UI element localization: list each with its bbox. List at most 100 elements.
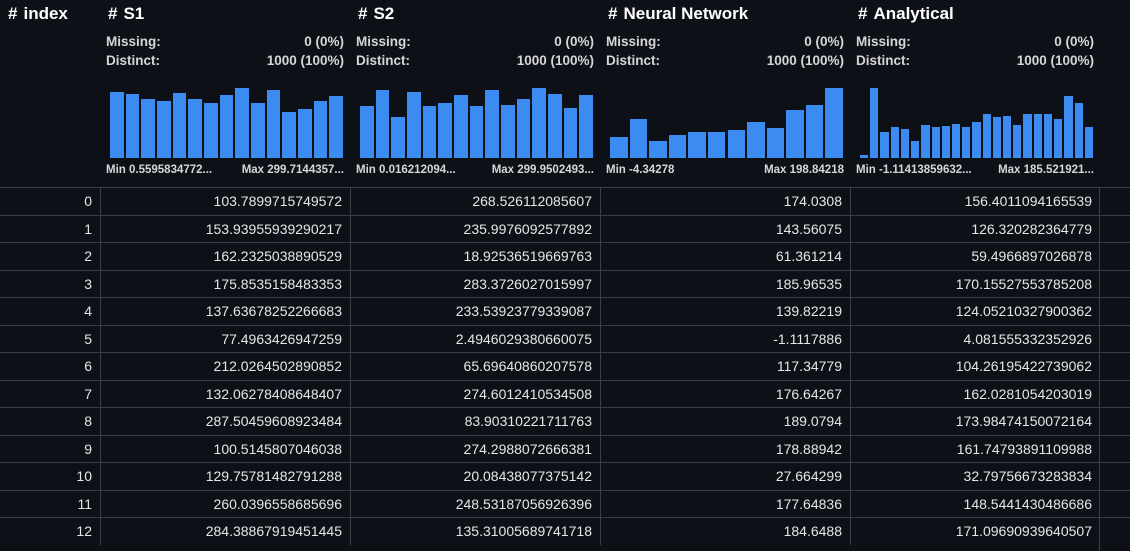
histogram-bar <box>407 92 421 158</box>
table-row[interactable]: 11 260.0396558685696 248.53187056926396 177… <box>0 489 1130 517</box>
table-cell[interactable]: 4.081555332352926 <box>850 325 1100 352</box>
row-index-cell[interactable]: 11 <box>77 495 92 512</box>
table-cell[interactable]: 59.4966897026878 <box>850 243 1100 270</box>
table-cell[interactable]: 117.34779 <box>600 353 850 380</box>
table-cell[interactable]: 2.4946029380660075 <box>350 325 600 352</box>
row-index-cell[interactable]: 0 <box>84 193 92 209</box>
row-index-cell[interactable]: 8 <box>84 413 92 429</box>
table-cell[interactable]: 185.96535 <box>600 270 850 297</box>
table-cell[interactable]: 129.75781482791288 <box>100 463 350 490</box>
table-cell[interactable]: 176.64267 <box>600 380 850 407</box>
table-cell[interactable]: 20.08438077375142 <box>350 463 600 490</box>
row-index-cell[interactable]: 6 <box>84 358 92 374</box>
row-index-cell[interactable]: 10 <box>76 468 92 484</box>
histogram-bar <box>1023 113 1032 158</box>
table-row[interactable]: 4 137.63678252266683 233.53923779339087 139… <box>0 297 1130 325</box>
histogram-bar <box>766 127 785 158</box>
histogram-bar <box>860 155 869 158</box>
column-header-analytical[interactable]: # Analytical Missing: 0 (0%) Distinct: 1000… <box>856 4 1094 176</box>
table-cell[interactable]: 162.2325038890529 <box>100 243 350 270</box>
table-cell[interactable]: -1.1117886 <box>600 325 850 352</box>
table-cell[interactable]: 274.2988072666381 <box>350 435 600 462</box>
table-cell[interactable]: 283.3726027015997 <box>350 270 600 297</box>
table-cell[interactable]: 178.88942 <box>600 435 850 462</box>
table-cell[interactable]: 103.7899715749572 <box>100 188 350 215</box>
table-row[interactable]: 1 153.93955939290217 235.9976092577892 143.… <box>0 214 1130 242</box>
row-index-cell[interactable]: 4 <box>84 303 92 319</box>
table-row[interactable]: 5 77.4963426947259 2.4946029380660075 -1.11… <box>0 324 1130 352</box>
table-cell[interactable]: 83.90310221711763 <box>350 408 600 435</box>
table-row[interactable]: 2 162.2325038890529 18.92536519669763 61.36… <box>0 242 1130 270</box>
table-cell[interactable]: 284.38867919451445 <box>100 518 350 545</box>
row-index-cell[interactable]: 1 <box>84 220 92 237</box>
table-cell[interactable]: 161.74793891109988 <box>850 435 1100 462</box>
table-cell[interactable]: 235.9976092577892 <box>350 215 600 242</box>
table-row[interactable]: 0 103.7899715749572 268.526112085607 174.03… <box>0 187 1130 215</box>
table-cell[interactable]: 233.53923779339087 <box>350 298 600 325</box>
row-index-cell[interactable]: 7 <box>84 385 92 402</box>
row-index-cell[interactable]: 2 <box>84 248 92 264</box>
table-cell[interactable]: 153.93955939290217 <box>100 215 350 242</box>
table-cell[interactable]: 65.69640860207578 <box>350 353 600 380</box>
max-value: Max 299.7144357... <box>241 164 344 176</box>
table-row[interactable]: 7 132.06278408648407 274.6012410534508 176.… <box>0 379 1130 407</box>
table-row[interactable]: 6 212.0264502890852 65.69640860207578 117.3… <box>0 352 1130 380</box>
histogram-bar <box>141 99 155 158</box>
table-cell[interactable]: 189.0794 <box>600 408 850 435</box>
table-cell[interactable]: 100.5145807046038 <box>100 435 350 462</box>
column-header-s2[interactable]: # S2 Missing: 0 (0%) Distinct: 1000 (100%) … <box>356 4 594 176</box>
table-cell[interactable]: 135.31005689741718 <box>350 518 600 545</box>
column-header-neural-network[interactable]: # Neural Network Missing: 0 (0%) Distinct:… <box>606 4 844 176</box>
table-cell[interactable]: 18.92536519669763 <box>350 243 600 270</box>
table-row[interactable]: 12 284.38867919451445 135.31005689741718 18… <box>0 517 1130 545</box>
table-cell[interactable]: 171.09690939640507 <box>850 518 1100 545</box>
table-row[interactable]: 3 175.8535158483353 283.3726027015997 185.9… <box>0 269 1130 297</box>
table-cell[interactable]: 32.79756673283834 <box>850 463 1100 490</box>
histogram-bar <box>1003 116 1012 158</box>
table-cell[interactable]: 260.0396558685696 <box>100 490 350 517</box>
histogram-bar <box>1074 103 1083 158</box>
table-cell[interactable]: 139.82219 <box>600 298 850 325</box>
table-cell[interactable]: 175.8535158483353 <box>100 270 350 297</box>
histogram-bar <box>579 95 593 158</box>
table-row[interactable]: 8 287.50459608923484 83.90310221711763 189.… <box>0 407 1130 435</box>
row-index-cell[interactable]: 12 <box>76 523 92 539</box>
row-index-cell[interactable]: 5 <box>84 330 92 347</box>
table-cell[interactable]: 156.4011094165539 <box>850 188 1100 215</box>
table-cell[interactable]: 104.26195422739062 <box>850 353 1100 380</box>
histogram-bar <box>1084 127 1093 158</box>
table-cell[interactable]: 27.664299 <box>600 463 850 490</box>
table-cell[interactable]: 184.6488 <box>600 518 850 545</box>
table-cell[interactable]: 132.06278408648407 <box>100 380 350 407</box>
column-header-index[interactable]: # index <box>0 0 100 187</box>
histogram-bar <box>313 100 328 158</box>
table-cell[interactable]: 174.0308 <box>600 188 850 215</box>
table-cell[interactable]: 77.4963426947259 <box>100 325 350 352</box>
hash-icon: # <box>608 4 618 23</box>
table-cell[interactable]: 274.6012410534508 <box>350 380 600 407</box>
histogram-bar <box>438 103 452 158</box>
table-cell[interactable]: 162.0281054203019 <box>850 380 1100 407</box>
column-header-s1[interactable]: # S1 Missing: 0 (0%) Distinct: 1000 (100%) … <box>106 4 344 176</box>
table-cell[interactable]: 61.361214 <box>600 243 850 270</box>
table-cell[interactable]: 137.63678252266683 <box>100 298 350 325</box>
table-cell[interactable]: 143.56075 <box>600 215 850 242</box>
histogram-bar <box>825 88 843 158</box>
histogram-bar <box>360 106 374 158</box>
grid-divider <box>1099 187 1100 551</box>
row-index-cell[interactable]: 9 <box>84 440 92 457</box>
table-cell[interactable]: 170.15527553785208 <box>850 270 1100 297</box>
table-cell[interactable]: 126.320282364779 <box>850 215 1100 242</box>
table-cell[interactable]: 268.526112085607 <box>350 188 600 215</box>
table-row[interactable]: 10 129.75781482791288 20.08438077375142 27.… <box>0 462 1130 490</box>
table-cell[interactable]: 287.50459608923484 <box>100 408 350 435</box>
table-cell[interactable]: 248.53187056926396 <box>350 490 600 517</box>
table-cell[interactable]: 212.0264502890852 <box>100 353 350 380</box>
data-grid[interactable]: 0 103.7899715749572 268.526112085607 174.03… <box>0 187 1130 545</box>
table-row[interactable]: 9 100.5145807046038 274.2988072666381 178.8… <box>0 434 1130 462</box>
table-cell[interactable]: 148.5441430486686 <box>850 490 1100 517</box>
table-cell[interactable]: 124.05210327900362 <box>850 298 1100 325</box>
table-cell[interactable]: 177.64836 <box>600 490 850 517</box>
row-index-cell[interactable]: 3 <box>84 275 92 292</box>
table-cell[interactable]: 173.98474150072164 <box>850 408 1100 435</box>
